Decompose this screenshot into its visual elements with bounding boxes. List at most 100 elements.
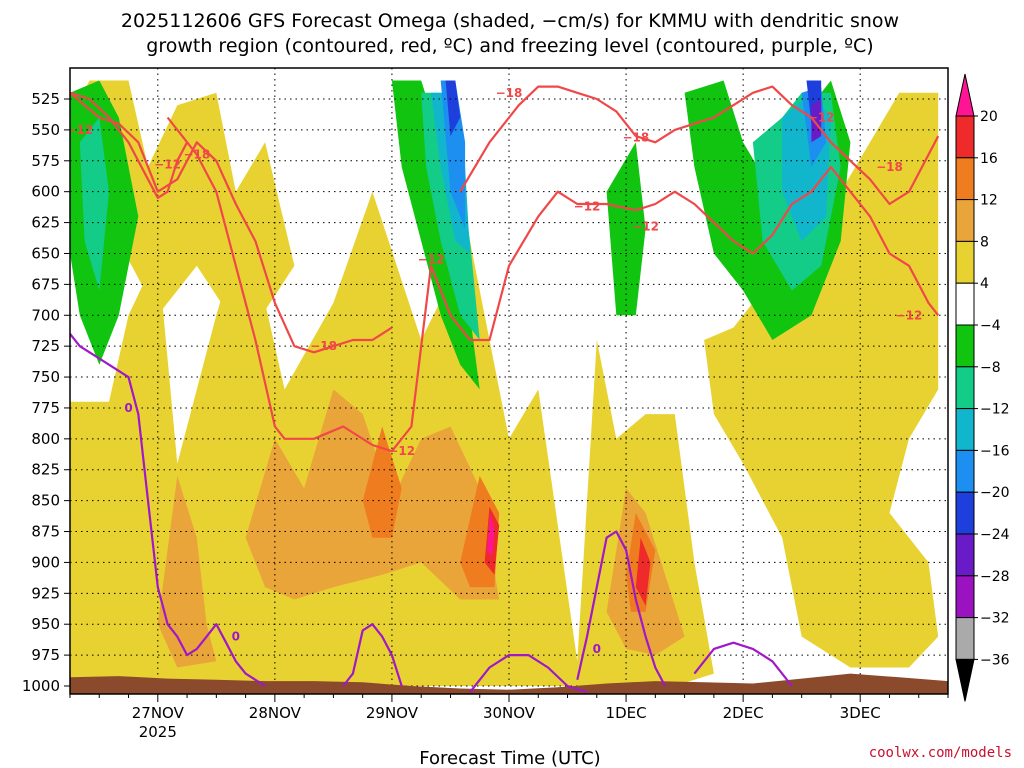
- contour-line-2: [166, 116, 940, 453]
- x-axis-title: Forecast Time (UTC): [419, 748, 600, 768]
- contour-label: −12: [154, 157, 181, 171]
- colorbar: 20 16 12 8 4 −4 −8 −12 −16 −20 −24 −28 −32 −36: [955, 73, 1010, 702]
- x-tick-label: 3DEC: [840, 704, 881, 722]
- contour-line-1: [70, 91, 393, 354]
- y-tick-label: 875: [31, 523, 60, 541]
- contour-label: 0: [593, 642, 601, 656]
- colorbar-segment: [955, 408, 975, 451]
- omega-region-up-11: [487, 513, 495, 557]
- contour-line-5: [342, 623, 403, 687]
- contour-label: 0: [124, 401, 132, 415]
- colorbar-label: −16: [980, 443, 1010, 459]
- contour-layer: [70, 85, 940, 694]
- contour-label: −18: [310, 339, 337, 353]
- colorbar-label: −28: [980, 569, 1010, 585]
- colorbar-segment: [955, 115, 975, 159]
- y-tick-label: 700: [31, 306, 60, 324]
- colorbar-segment: [955, 575, 975, 619]
- contour-line-7: [576, 530, 667, 687]
- omega-region-up-10: [635, 537, 651, 606]
- colorbar-label: 12: [980, 193, 998, 209]
- contour-label: −18: [183, 148, 210, 162]
- contour-label: 0: [232, 630, 240, 644]
- contour-line-4: [70, 333, 266, 687]
- colorbar-label: −12: [980, 402, 1010, 418]
- colorbar-label: −36: [980, 652, 1010, 668]
- y-tick-label: 1000: [22, 677, 60, 695]
- colorbar-label: −8: [980, 360, 1001, 376]
- contour-label: −18: [496, 86, 523, 100]
- y-tick-label: 625: [31, 214, 60, 232]
- omega-region-down-25: [811, 99, 822, 143]
- contour-label: −18: [876, 160, 903, 174]
- chart-title-line-2: growth region (contoured, red, ºC) and f…: [146, 35, 873, 57]
- y-tick-label: 600: [31, 183, 60, 201]
- contour-label: −12: [808, 111, 835, 125]
- y-tick-label: 725: [31, 337, 60, 355]
- omega-region-up-6: [362, 426, 402, 538]
- x-tick-label: 2DEC: [723, 704, 764, 722]
- colorbar-segment: [955, 324, 975, 368]
- y-tick-label: 900: [31, 553, 60, 571]
- contour-line-6: [469, 654, 588, 694]
- terrain-surface: [70, 673, 948, 694]
- y-tick-label: 650: [31, 244, 60, 262]
- colorbar-label: −32: [980, 611, 1010, 627]
- colorbar-segment: [955, 240, 975, 284]
- y-tick-label: 825: [31, 461, 60, 479]
- x-tick-label: 27NOV: [132, 704, 185, 722]
- contour-line-0: [70, 91, 189, 199]
- y-tick-label: 975: [31, 646, 60, 664]
- x-tick-sublabel: 2025: [139, 723, 177, 741]
- y-tick-label: 775: [31, 399, 60, 417]
- contour-line-8: [693, 641, 793, 687]
- y-tick-label: 850: [31, 492, 60, 510]
- colorbar-label: 8: [980, 234, 989, 250]
- contour-label: −12: [896, 308, 923, 322]
- colorbar-label: −4: [980, 318, 1001, 334]
- plot-area: −12−12−18−18−12−12−18−18−12−12−12−18−120…: [66, 68, 948, 694]
- y-tick-label: 800: [31, 430, 60, 448]
- x-tick-label: 29NOV: [366, 704, 419, 722]
- contour-label: −12: [574, 200, 601, 214]
- omega-region-up-3: [157, 475, 217, 668]
- source-credit[interactable]: coolwx.com/models: [869, 745, 1012, 761]
- y-tick-label: 525: [31, 90, 60, 108]
- contour-label: −18: [622, 130, 649, 144]
- y-tick-label: 575: [31, 152, 60, 170]
- contour-label: −12: [66, 123, 93, 137]
- y-tick-label: 550: [31, 121, 60, 139]
- contour-label: −12: [388, 444, 415, 458]
- colorbar-segment: [955, 491, 975, 535]
- contour-line-3: [459, 85, 940, 206]
- colorbar-bottom-arrow: [955, 658, 975, 702]
- x-tick-label: 28NOV: [249, 704, 302, 722]
- y-tick-label: 750: [31, 368, 60, 386]
- contour-label-layer: −12−12−18−18−12−12−18−18−12−12−12−18−120…: [66, 86, 923, 656]
- colorbar-segment: [955, 617, 975, 660]
- colorbar-label: 16: [980, 151, 998, 167]
- colorbar-top-arrow: [955, 73, 975, 117]
- colorbar-label: −24: [980, 527, 1010, 543]
- colorbar-segment: [955, 366, 975, 410]
- colorbar-label: −20: [980, 485, 1010, 501]
- omega-region-down-13: [391, 80, 480, 390]
- contour-label: −12: [632, 219, 659, 233]
- colorbar-segment: [955, 449, 975, 493]
- colorbar-segment: [955, 199, 975, 242]
- omega-region-down-23: [445, 80, 461, 137]
- y-tick-label: 675: [31, 275, 60, 293]
- colorbar-label: 20: [980, 109, 998, 125]
- colorbar-segment: [955, 157, 975, 201]
- colorbar-segment: [955, 282, 975, 326]
- chart-title-line-1: 2025112606 GFS Forecast Omega (shaded, −…: [121, 10, 899, 32]
- colorbar-label: 4: [980, 276, 989, 292]
- colorbar-segment: [955, 533, 975, 577]
- y-axis: 525 550 575 600 625 650 675 700 725 750 775 800 825 8…: [22, 90, 70, 695]
- x-tick-label: 30NOV: [483, 704, 536, 722]
- y-tick-label: 950: [31, 615, 60, 633]
- terrain-layer: [70, 673, 948, 694]
- x-tick-label: 1DEC: [606, 704, 647, 722]
